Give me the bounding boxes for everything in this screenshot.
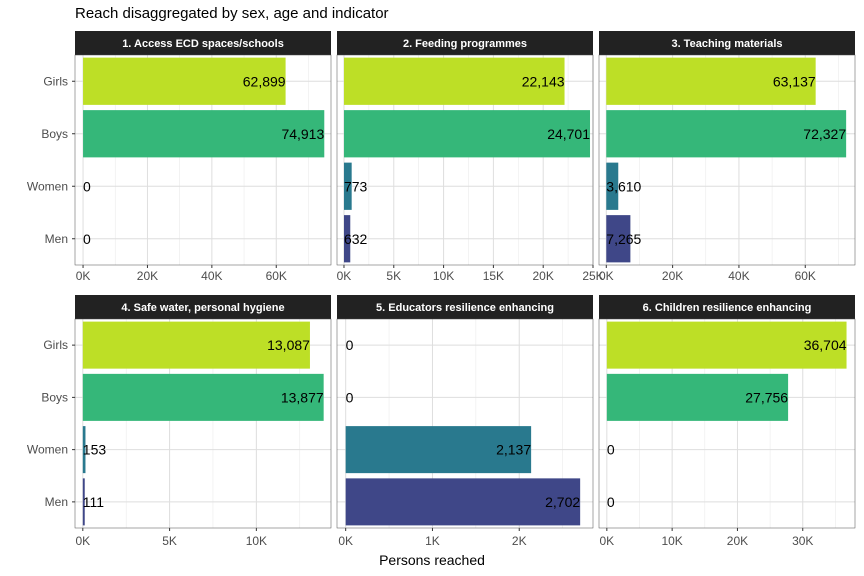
panel-1-value-label-men: 0	[83, 231, 91, 247]
panel-4-value-label-girls: 13,087	[267, 337, 310, 353]
panel-4-value-label-men: 111	[83, 494, 104, 510]
panel-2-value-label-boys: 24,701	[547, 126, 590, 142]
panel-1-x-tick-label: 40K	[201, 269, 222, 283]
panel-6-x-tick-label: 30K	[792, 534, 813, 548]
panel-5-x-tick-label: 0K	[338, 534, 353, 548]
panel-3-x-tick-label: 20K	[662, 269, 683, 283]
panel-6-strip	[599, 295, 855, 319]
panel-2-value-label-women: 773	[344, 178, 368, 194]
panel-6-value-label-boys: 27,756	[745, 389, 788, 405]
panel-5-value-label-women: 2,137	[496, 442, 531, 458]
panel-1-bar-boys	[83, 110, 325, 158]
y-tick-label-boys: Boys	[41, 390, 68, 404]
panel-3-border	[598, 54, 856, 266]
panel-4-x-tick-label: 0K	[75, 534, 90, 548]
panel-5-value-label-boys: 0	[346, 389, 354, 405]
panel-2-value-label-girls: 22,143	[522, 73, 565, 89]
panel-1-x-tick-label: 60K	[266, 269, 287, 283]
panel-6-x-tick-label: 10K	[661, 534, 682, 548]
panel-2-x-tick-label: 0K	[337, 269, 352, 283]
panel-4-strip	[75, 295, 331, 319]
panel-5-x-tick-label: 1K	[425, 534, 440, 548]
y-tick-label-boys: Boys	[41, 127, 68, 141]
panel-6-x-tick-label: 20K	[727, 534, 748, 548]
panel-2-x-tick-label: 20K	[533, 269, 554, 283]
panel-2-bar-girls	[343, 57, 565, 105]
panel-2-x-tick-label: 5K	[386, 269, 401, 283]
panel-6-x-tick-label: 0K	[599, 534, 614, 548]
panel-2-value-label-men: 632	[344, 231, 368, 247]
panel-1-x-tick-label: 0K	[76, 269, 91, 283]
panel-6-bar-boys	[606, 373, 789, 421]
y-tick-label-men: Men	[45, 232, 68, 246]
panel-4-bar-women	[82, 426, 86, 474]
panel-2-bar-boys	[343, 110, 591, 158]
panel-2-title: 2. Feeding programmes	[403, 38, 527, 50]
y-tick-label-women: Women	[27, 443, 68, 457]
panel-2-x-tick-label: 25K	[582, 269, 603, 283]
panel-2-bar-men	[343, 215, 351, 263]
panel-1-x-tick-label: 20K	[137, 269, 158, 283]
panel-1-bar-girls	[83, 57, 286, 105]
panel-4-x-tick-label: 10K	[246, 534, 267, 548]
panel-4-title: 4. Safe water, personal hygiene	[121, 302, 284, 314]
panel-3-value-label-women: 3,610	[606, 178, 641, 194]
panel-4-bar-men	[82, 478, 85, 526]
panel-1-border	[74, 54, 332, 266]
panel-6-title: 6. Children resilience enhancing	[643, 302, 812, 314]
panel-2-x-tick-label: 10K	[433, 269, 454, 283]
panel-5-value-label-girls: 0	[346, 337, 354, 353]
panel-2-border	[336, 54, 594, 266]
panel-2-bar-women	[343, 162, 352, 210]
panel-5-title: 5. Educators resilience enhancing	[376, 302, 554, 314]
panel-6-value-label-women: 0	[607, 442, 615, 458]
panel-5-strip	[337, 295, 593, 319]
x-axis-title: Persons reached	[379, 552, 485, 568]
panel-4-value-label-women: 153	[83, 442, 107, 458]
panel-3-bar-men	[606, 215, 631, 263]
panel-5-value-label-men: 2,702	[545, 494, 580, 510]
panel-5-bar-women	[345, 426, 532, 474]
panel-4-x-tick-label: 5K	[162, 534, 177, 548]
panel-3-value-label-men: 7,265	[606, 231, 641, 247]
panel-4-value-label-boys: 13,877	[281, 389, 324, 405]
panel-3-x-tick-label: 60K	[795, 269, 816, 283]
panel-3-x-tick-label: 40K	[728, 269, 749, 283]
panel-5-bar-men	[345, 478, 581, 526]
panel-1-value-label-women: 0	[83, 178, 91, 194]
panel-6-bar-girls	[606, 321, 847, 369]
panel-3-bar-girls	[606, 57, 816, 105]
y-tick-label-women: Women	[27, 179, 68, 193]
panel-3-x-tick-label: 0K	[599, 269, 614, 283]
panel-3-title: 3. Teaching materials	[671, 38, 782, 50]
panel-2-strip	[337, 31, 593, 55]
panel-4-border	[74, 318, 332, 529]
panel-3-value-label-boys: 72,327	[803, 126, 846, 142]
panel-1-value-label-boys: 74,913	[281, 126, 324, 142]
panel-6-value-label-girls: 36,704	[804, 337, 847, 353]
panel-4-bar-boys	[82, 373, 324, 421]
panel-2-x-tick-label: 15K	[483, 269, 504, 283]
y-tick-label-girls: Girls	[43, 74, 68, 88]
panel-1-title: 1. Access ECD spaces/schools	[122, 38, 284, 50]
chart-title: Reach disaggregated by sex, age and indi…	[75, 5, 389, 22]
panel-3-value-label-girls: 63,137	[773, 73, 816, 89]
panel-3-strip	[599, 31, 855, 55]
panel-6-value-label-men: 0	[607, 494, 615, 510]
y-tick-label-men: Men	[45, 495, 68, 509]
panel-4-bar-girls	[82, 321, 310, 369]
panel-1-value-label-girls: 62,899	[243, 73, 286, 89]
panel-5-border	[336, 318, 594, 529]
panel-6-border	[598, 318, 856, 529]
panel-1-strip	[75, 31, 331, 55]
panel-3-bar-boys	[606, 110, 847, 158]
y-tick-label-girls: Girls	[43, 338, 68, 352]
panel-5-x-tick-label: 2K	[512, 534, 527, 548]
panel-3-bar-women	[606, 162, 619, 210]
